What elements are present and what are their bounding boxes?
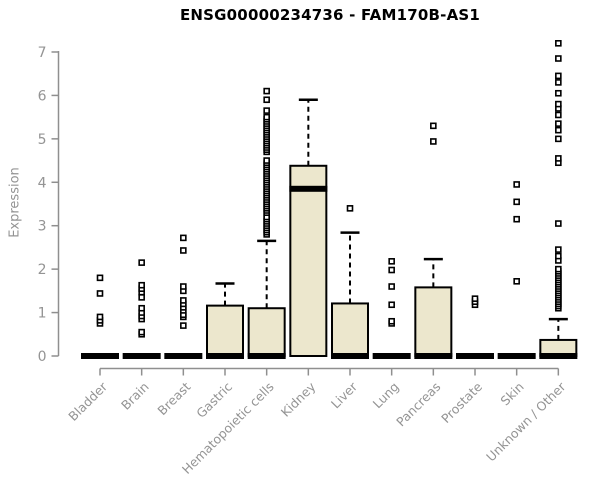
median-line [456, 353, 495, 359]
x-category-label: Skin [497, 379, 526, 408]
outlier-point [180, 297, 187, 304]
outlier-point [513, 198, 520, 206]
median-line [539, 353, 578, 359]
y-tick-label: 6 [38, 88, 47, 104]
x-category-label: Pancreas [393, 379, 443, 429]
x-category-label: Kidney [278, 379, 319, 420]
median-line [164, 353, 203, 359]
outlier-point [555, 135, 562, 143]
outlier-point [263, 157, 270, 164]
x-category-label: Breast [154, 379, 193, 418]
outlier-point [180, 283, 187, 290]
outlier-point [138, 328, 145, 336]
outlier-point [555, 126, 562, 134]
y-tick-label: 2 [38, 262, 47, 278]
y-axis-title: Expression [7, 167, 23, 238]
x-category-label: Unknown / Other [483, 378, 569, 464]
outlier-point [555, 89, 562, 97]
x-category-label: Gastric [193, 379, 235, 421]
outlier-point [555, 252, 562, 260]
x-category-label: Brain [118, 379, 152, 413]
outlier-point [138, 294, 145, 301]
box-pancreas [414, 286, 453, 358]
outlier-point [388, 258, 395, 265]
outlier-point [138, 259, 145, 266]
y-tick-label: 4 [38, 175, 47, 191]
outlier-point [513, 181, 520, 188]
outlier-point [430, 122, 437, 130]
median-line [247, 353, 286, 359]
outlier-point [388, 283, 395, 290]
x-category-label: Lung [370, 379, 402, 411]
outlier-point [263, 113, 270, 121]
median-line [122, 353, 161, 359]
median-line [289, 185, 328, 192]
outlier-point [180, 247, 187, 254]
median-line [497, 353, 536, 359]
outlier-point [555, 220, 562, 227]
outlier-point [555, 55, 562, 62]
outlier-point [555, 40, 562, 47]
median-line [206, 353, 245, 359]
outlier-point [96, 290, 104, 297]
outlier-point [180, 234, 187, 242]
outlier-point [138, 281, 145, 289]
outlier-point [138, 304, 145, 312]
outlier-point [388, 266, 395, 274]
outlier-point [180, 322, 187, 329]
x-category-label: Liver [328, 378, 361, 411]
chart-title: ENSG00000234736 - FAM170B-AS1 [179, 6, 481, 24]
median-line [331, 353, 370, 359]
box-liver [331, 302, 370, 358]
outlier-point [555, 155, 562, 162]
box-hematopoietic-cells [247, 307, 286, 357]
outlier-point [388, 301, 395, 309]
outlier-point [555, 265, 562, 273]
outlier-point [96, 313, 104, 321]
outlier-point [263, 96, 270, 104]
outlier-point [346, 205, 354, 212]
outlier-point [263, 107, 270, 114]
median-line [372, 353, 411, 359]
outlier-point [555, 111, 562, 119]
outlier-point [555, 79, 562, 86]
outlier-point [555, 100, 562, 108]
outlier-point [555, 120, 562, 127]
median-line [81, 353, 119, 359]
y-tick-label: 5 [38, 132, 47, 148]
outlier-point [471, 295, 479, 302]
outlier-point [555, 246, 562, 253]
outlier-point [513, 278, 520, 285]
outlier-point [96, 274, 104, 282]
box-gastric [206, 304, 245, 357]
box-kidney [289, 164, 328, 357]
y-tick-label: 0 [38, 349, 47, 365]
y-tick-label: 3 [38, 219, 47, 235]
x-category-label: Prostate [438, 379, 485, 426]
y-tick-label: 7 [38, 45, 47, 61]
y-tick-label: 1 [38, 306, 47, 322]
median-line [414, 353, 453, 359]
outlier-point [430, 138, 437, 145]
outlier-point [555, 72, 562, 80]
outlier-point [263, 87, 270, 95]
x-category-label: Bladder [65, 378, 110, 423]
outlier-point [388, 317, 395, 325]
outlier-point [513, 215, 520, 223]
